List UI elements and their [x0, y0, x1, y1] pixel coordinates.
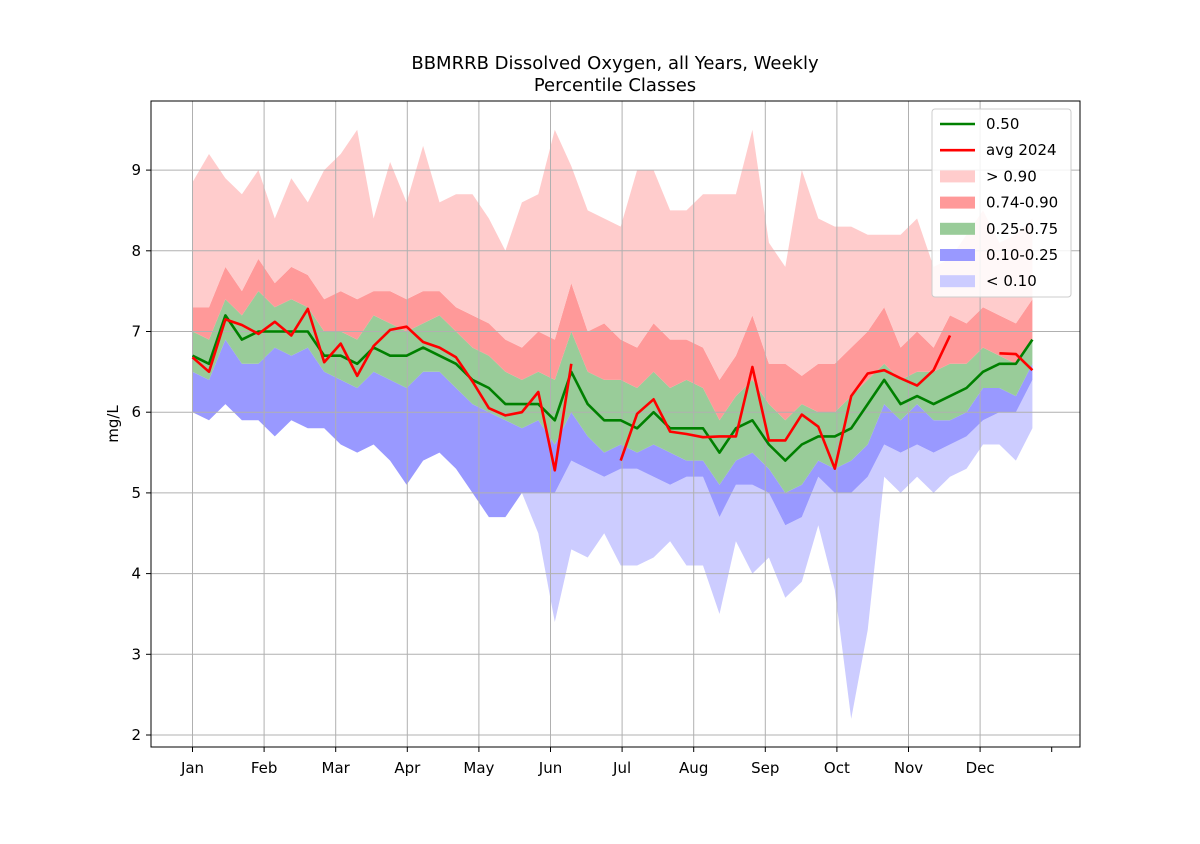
y-tick-label: 3: [131, 645, 141, 663]
x-tick-label: Apr: [394, 759, 421, 777]
y-tick-label: 8: [131, 242, 141, 260]
x-tick-label: Jan: [180, 759, 204, 777]
x-tick-label: Jun: [538, 759, 562, 777]
legend-label: 0.74-0.90: [986, 194, 1058, 212]
legend-patch-swatch: [940, 170, 975, 183]
x-tick-label: Feb: [251, 759, 278, 777]
legend-patch-swatch: [940, 249, 975, 261]
x-tick-label: Jul: [612, 759, 631, 777]
y-tick-label: 2: [131, 726, 141, 744]
y-tick-label: 4: [131, 565, 141, 583]
legend-patch-swatch: [940, 196, 975, 209]
series-lines: [191, 307, 1034, 472]
chart-title: BBMRRB Dissolved Oxygen, all Years, Week…: [411, 53, 819, 74]
band-3: [192, 339, 1033, 526]
y-tick-label: 7: [131, 323, 141, 341]
legend-label: 0.50: [986, 115, 1019, 133]
y-tick-label: 9: [131, 161, 141, 179]
x-tick-label: Oct: [824, 759, 850, 777]
percentile-bands: [192, 129, 1033, 719]
y-axis-label: mg/L: [104, 405, 122, 443]
x-tick-label: May: [463, 759, 494, 777]
x-tick-label: Sep: [751, 759, 779, 777]
x-tick-label: Nov: [894, 759, 923, 777]
legend-label: < 0.10: [986, 272, 1037, 290]
legend-label: 0.10-0.25: [986, 246, 1058, 264]
series-line-1: [191, 307, 1034, 472]
band-1: [192, 258, 1033, 421]
y-tick-label: 5: [131, 484, 141, 502]
band-2: [192, 291, 1033, 493]
plot-frame: [150, 100, 1081, 748]
x-tick-label: Mar: [322, 759, 351, 777]
y-tick-label: 6: [131, 403, 141, 421]
chart-subtitle: Percentile Classes: [534, 75, 696, 96]
legend-patch-swatch: [940, 275, 975, 288]
x-tick-label: Aug: [679, 759, 708, 777]
band-4: [192, 379, 1033, 719]
legend-patch-swatch: [940, 222, 975, 235]
y-axis-ticks: 2 3 4 5 6 7 8 9: [131, 161, 151, 744]
x-axis-ticks: Jan Feb Mar Apr May Jun Jul Aug Sep Oct Nov Dec: [180, 747, 1053, 777]
series-line-0: [191, 314, 1034, 462]
legend-label: 0.25-0.75: [986, 220, 1058, 238]
legend-label: avg 2024: [986, 141, 1057, 159]
x-tick-label: Dec: [966, 759, 995, 777]
band-0: [192, 129, 1033, 380]
legend: 0.50 avg 2024 > 0.90 0.74-0.90 0.25-0.75 0.10…: [931, 108, 1072, 298]
legend-label: > 0.90: [986, 167, 1037, 185]
